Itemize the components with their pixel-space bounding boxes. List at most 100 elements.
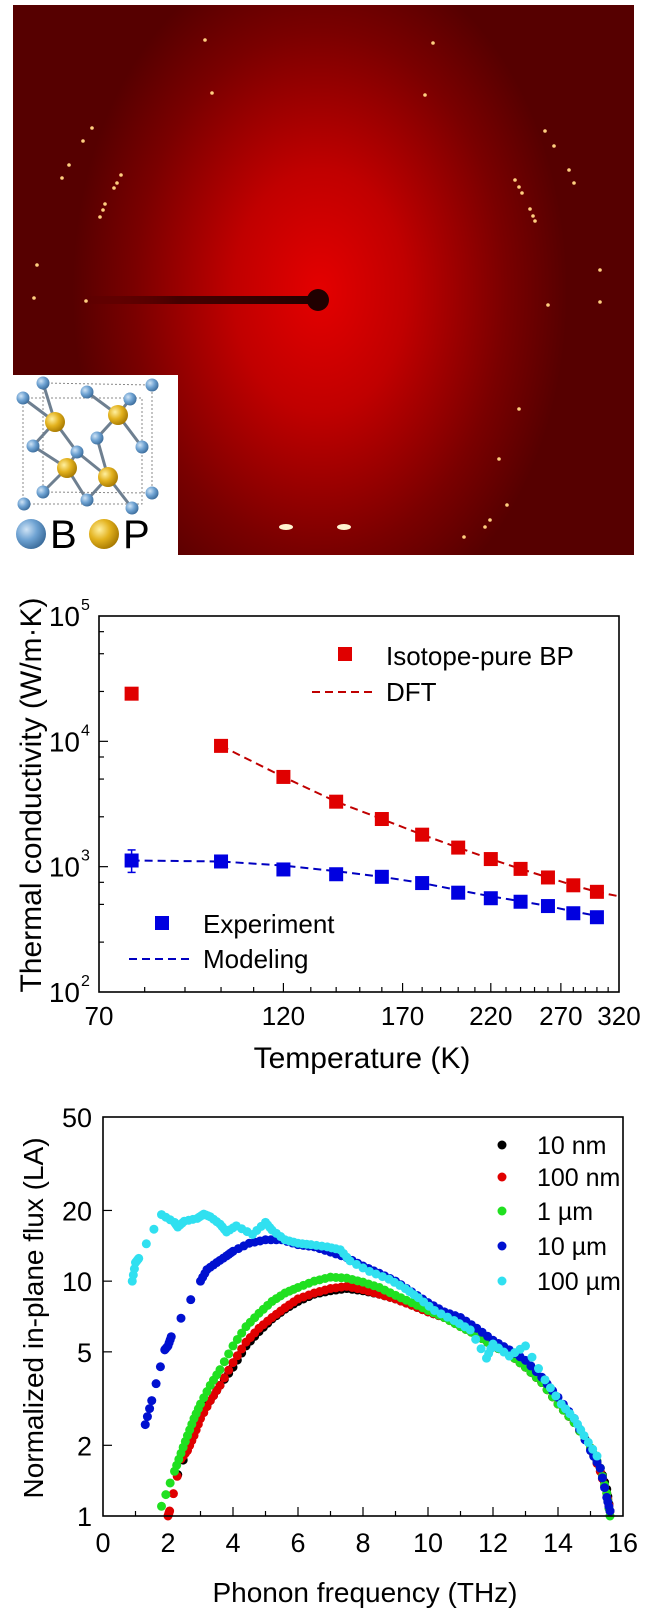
point-100-nm xyxy=(176,1454,186,1464)
line-modeling xyxy=(131,859,598,917)
point-1-m xyxy=(428,1308,438,1318)
point-10-nm xyxy=(510,1353,520,1363)
point-10-m xyxy=(396,1280,406,1290)
point-100-nm xyxy=(228,1358,238,1368)
point-100-nm xyxy=(483,1337,493,1347)
marker-isotope-pure-bp xyxy=(589,884,604,899)
marker-experiment xyxy=(124,853,139,868)
point-100-nm xyxy=(280,1303,290,1313)
point-1-m xyxy=(267,1296,277,1306)
point-100-m xyxy=(293,1238,303,1248)
point-10-m xyxy=(605,1506,615,1516)
point-10-nm xyxy=(493,1344,503,1354)
point-100-m xyxy=(289,1237,299,1247)
point-100-nm xyxy=(558,1405,568,1415)
point-100-m xyxy=(172,1220,182,1230)
point-100-m xyxy=(284,1236,294,1246)
point-10-m xyxy=(212,1258,222,1268)
diffraction-spot xyxy=(517,407,521,411)
point-10-m xyxy=(309,1242,319,1252)
point-100-m xyxy=(499,1347,509,1357)
point-10-m xyxy=(155,1362,165,1372)
point-10-nm xyxy=(347,1284,357,1294)
point-1-m xyxy=(597,1471,607,1481)
flux-y-axis-title: Normalized in-plane flux (LA) xyxy=(18,1137,49,1498)
point-10-m xyxy=(564,1406,574,1416)
point-10-m xyxy=(363,1263,373,1273)
point-100-m xyxy=(345,1256,355,1266)
point-1-m xyxy=(284,1286,294,1296)
point-1-m xyxy=(602,1488,612,1498)
point-1-m xyxy=(353,1276,363,1286)
point-10-nm xyxy=(315,1288,325,1298)
point-100-m xyxy=(302,1239,312,1249)
point-1-m xyxy=(185,1425,195,1435)
y-tick-exponent: 3 xyxy=(81,848,90,865)
phosphorus-atom xyxy=(45,412,65,432)
point-100-m xyxy=(443,1312,452,1322)
point-1-m xyxy=(241,1322,251,1332)
point-100-nm xyxy=(434,1311,444,1321)
point-100-m xyxy=(588,1444,598,1454)
point-1-m xyxy=(189,1414,199,1424)
diffraction-spot xyxy=(81,139,85,143)
diffraction-spot xyxy=(520,191,524,195)
point-100-nm xyxy=(604,1500,614,1510)
line-dft xyxy=(220,744,620,898)
point-100-m xyxy=(405,1287,415,1297)
point-100-nm xyxy=(499,1346,509,1356)
x-tick-label: 14 xyxy=(543,1528,573,1558)
point-100-m xyxy=(171,1219,181,1229)
boron-atom xyxy=(36,485,50,499)
point-100-m xyxy=(170,1217,179,1227)
point-100-nm xyxy=(180,1448,190,1458)
point-100-nm xyxy=(504,1349,514,1359)
diffraction-spot xyxy=(543,129,547,133)
point-100-m xyxy=(201,1210,211,1220)
point-10-m xyxy=(186,1295,196,1305)
point-10-m xyxy=(331,1249,341,1259)
diffraction-spot xyxy=(513,178,517,182)
point-10-nm xyxy=(597,1470,607,1480)
point-100-nm xyxy=(537,1378,547,1388)
point-100-m xyxy=(576,1425,586,1435)
point-100-nm xyxy=(245,1333,255,1343)
point-1-m xyxy=(553,1399,563,1409)
point-100-m xyxy=(460,1322,470,1332)
diffraction-spot xyxy=(279,524,293,530)
point-10-m xyxy=(205,1262,215,1272)
point-100-nm xyxy=(185,1441,195,1451)
diffraction-spot xyxy=(423,93,427,97)
point-10-nm xyxy=(466,1327,476,1337)
x-axis-title: Temperature (K) xyxy=(254,1042,471,1075)
point-1-m xyxy=(280,1288,290,1298)
point-10-m xyxy=(165,1335,175,1345)
point-100-m xyxy=(335,1245,345,1255)
boron-atom xyxy=(70,445,84,459)
point-10-m xyxy=(161,1344,171,1354)
point-10-m xyxy=(288,1238,298,1248)
point-10-m xyxy=(233,1244,243,1254)
point-1-m xyxy=(174,1454,184,1464)
point-10-nm xyxy=(604,1499,614,1509)
point-100-m xyxy=(515,1344,525,1354)
point-100-nm xyxy=(289,1297,299,1307)
marker-isotope-pure-bp xyxy=(124,686,139,701)
point-10-m xyxy=(466,1320,476,1330)
point-100-nm xyxy=(553,1399,563,1409)
point-10-nm xyxy=(439,1313,449,1323)
point-1-m xyxy=(472,1330,482,1340)
point-10-m xyxy=(542,1379,552,1389)
marker-experiment xyxy=(374,869,389,884)
point-10-m xyxy=(418,1294,428,1304)
point-10-nm xyxy=(191,1421,201,1431)
point-10-m xyxy=(320,1245,330,1255)
point-10-m xyxy=(510,1348,520,1358)
point-100-nm xyxy=(580,1434,590,1444)
point-100-m xyxy=(161,1212,171,1222)
point-1-m xyxy=(456,1322,465,1332)
boron-legend-ball xyxy=(16,519,46,549)
point-1-m xyxy=(165,1478,175,1488)
point-100-nm xyxy=(428,1309,438,1319)
marker-experiment xyxy=(214,854,229,869)
